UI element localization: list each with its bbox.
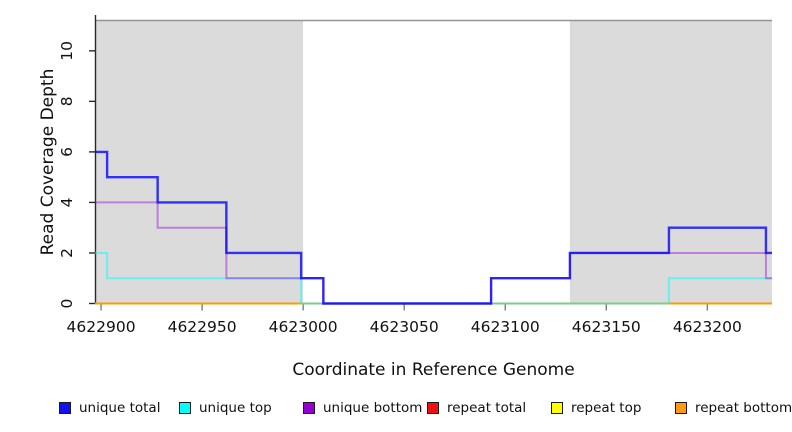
y-tick-label: 0 xyxy=(58,299,76,309)
repeat-region-right xyxy=(569,20,772,304)
legend-swatch-repeat-top xyxy=(551,402,563,414)
legend-swatch-repeat-bottom xyxy=(675,402,687,414)
x-tick-label: 4623050 xyxy=(370,318,439,336)
y-tick-label: 4 xyxy=(58,197,76,207)
x-tick-label: 4623200 xyxy=(673,318,742,336)
legend-item-unique-total: unique total xyxy=(59,398,160,418)
series-line-unique-top xyxy=(95,251,772,305)
y-tick-label: 2 xyxy=(58,248,76,258)
legend-label-repeat-total: repeat total xyxy=(447,400,527,416)
y-tick-label: 8 xyxy=(58,96,76,106)
legend-swatch-unique-top xyxy=(179,402,191,414)
legend-item-unique-top: unique top xyxy=(179,398,272,418)
legend-swatch-unique-total xyxy=(59,402,71,414)
legend-item-repeat-top: repeat top xyxy=(551,398,641,418)
x-tick-label: 4622900 xyxy=(67,318,136,336)
legend-item-unique-bottom: unique bottom xyxy=(303,398,422,418)
series-line-unique-total xyxy=(95,150,772,305)
repeat-region-left xyxy=(95,20,304,304)
legend-swatch-repeat-total xyxy=(427,402,439,414)
legend-item-repeat-bottom: repeat bottom xyxy=(675,398,792,418)
x-tick-label: 4623000 xyxy=(269,318,338,336)
legend-label-repeat-top: repeat top xyxy=(571,400,642,416)
legend-label-unique-total: unique total xyxy=(79,400,161,416)
legend-label-unique-bottom: unique bottom xyxy=(323,400,423,416)
x-tick-label: 4622950 xyxy=(168,318,237,336)
legend-item-repeat-total: repeat total xyxy=(427,398,526,418)
x-tick-label: 4623150 xyxy=(572,318,641,336)
legend-swatch-unique-bottom xyxy=(303,402,315,414)
legend: unique total unique top unique bottom repea… xyxy=(0,398,792,422)
y-axis-title: Read Coverage Depth xyxy=(38,68,58,256)
y-tick-label: 6 xyxy=(58,147,76,157)
legend-label-repeat-bottom: repeat bottom xyxy=(695,400,792,416)
x-tick-label: 4623100 xyxy=(471,318,540,336)
gap-region-middle xyxy=(303,20,570,304)
legend-label-unique-top: unique top xyxy=(199,400,272,416)
x-axis-title: Coordinate in Reference Genome xyxy=(292,360,575,380)
y-tick-label: 10 xyxy=(58,41,76,61)
